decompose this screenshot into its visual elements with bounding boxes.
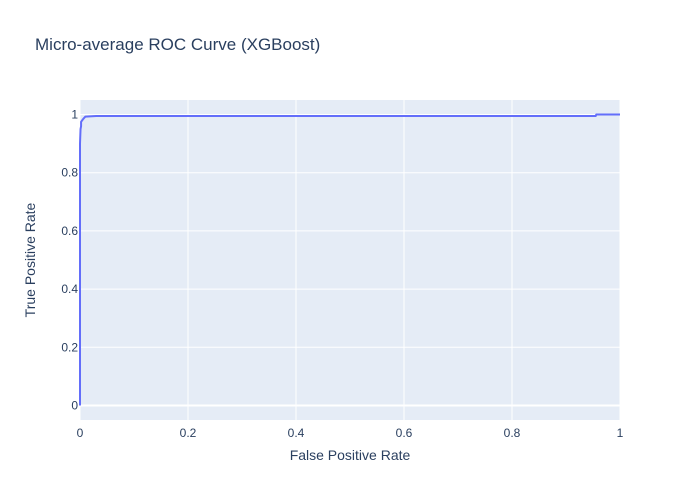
x-tick-label: 0.6 bbox=[396, 426, 413, 440]
y-axis-ticks: 0 0.2 0.4 0.6 0.8 1 bbox=[61, 108, 78, 413]
x-axis-title: False Positive Rate bbox=[290, 447, 411, 463]
y-tick-label: 0 bbox=[71, 398, 78, 412]
series-layer bbox=[79, 113, 620, 406]
x-tick-label: 1 bbox=[617, 426, 624, 440]
plot-area bbox=[80, 100, 620, 420]
y-tick-label: 0.6 bbox=[61, 224, 78, 238]
y-tick-label: 0.8 bbox=[61, 166, 78, 180]
y-tick-label: 1 bbox=[71, 108, 78, 122]
x-axis-ticks: 0 0.2 0.4 0.6 0.8 1 bbox=[77, 426, 624, 440]
y-tick-label: 0.2 bbox=[61, 340, 78, 354]
x-tick-label: 0.4 bbox=[288, 426, 305, 440]
y-tick-label: 0.4 bbox=[61, 282, 78, 296]
x-tick-label: 0 bbox=[77, 426, 84, 440]
roc-curve-line bbox=[79, 113, 620, 406]
grid-lines bbox=[79, 100, 621, 420]
chart-title: Micro-average ROC Curve (XGBoost) bbox=[35, 35, 320, 54]
x-tick-label: 0.2 bbox=[180, 426, 197, 440]
x-tick-label: 0.8 bbox=[504, 426, 521, 440]
y-axis-title: True Positive Rate bbox=[22, 202, 38, 317]
